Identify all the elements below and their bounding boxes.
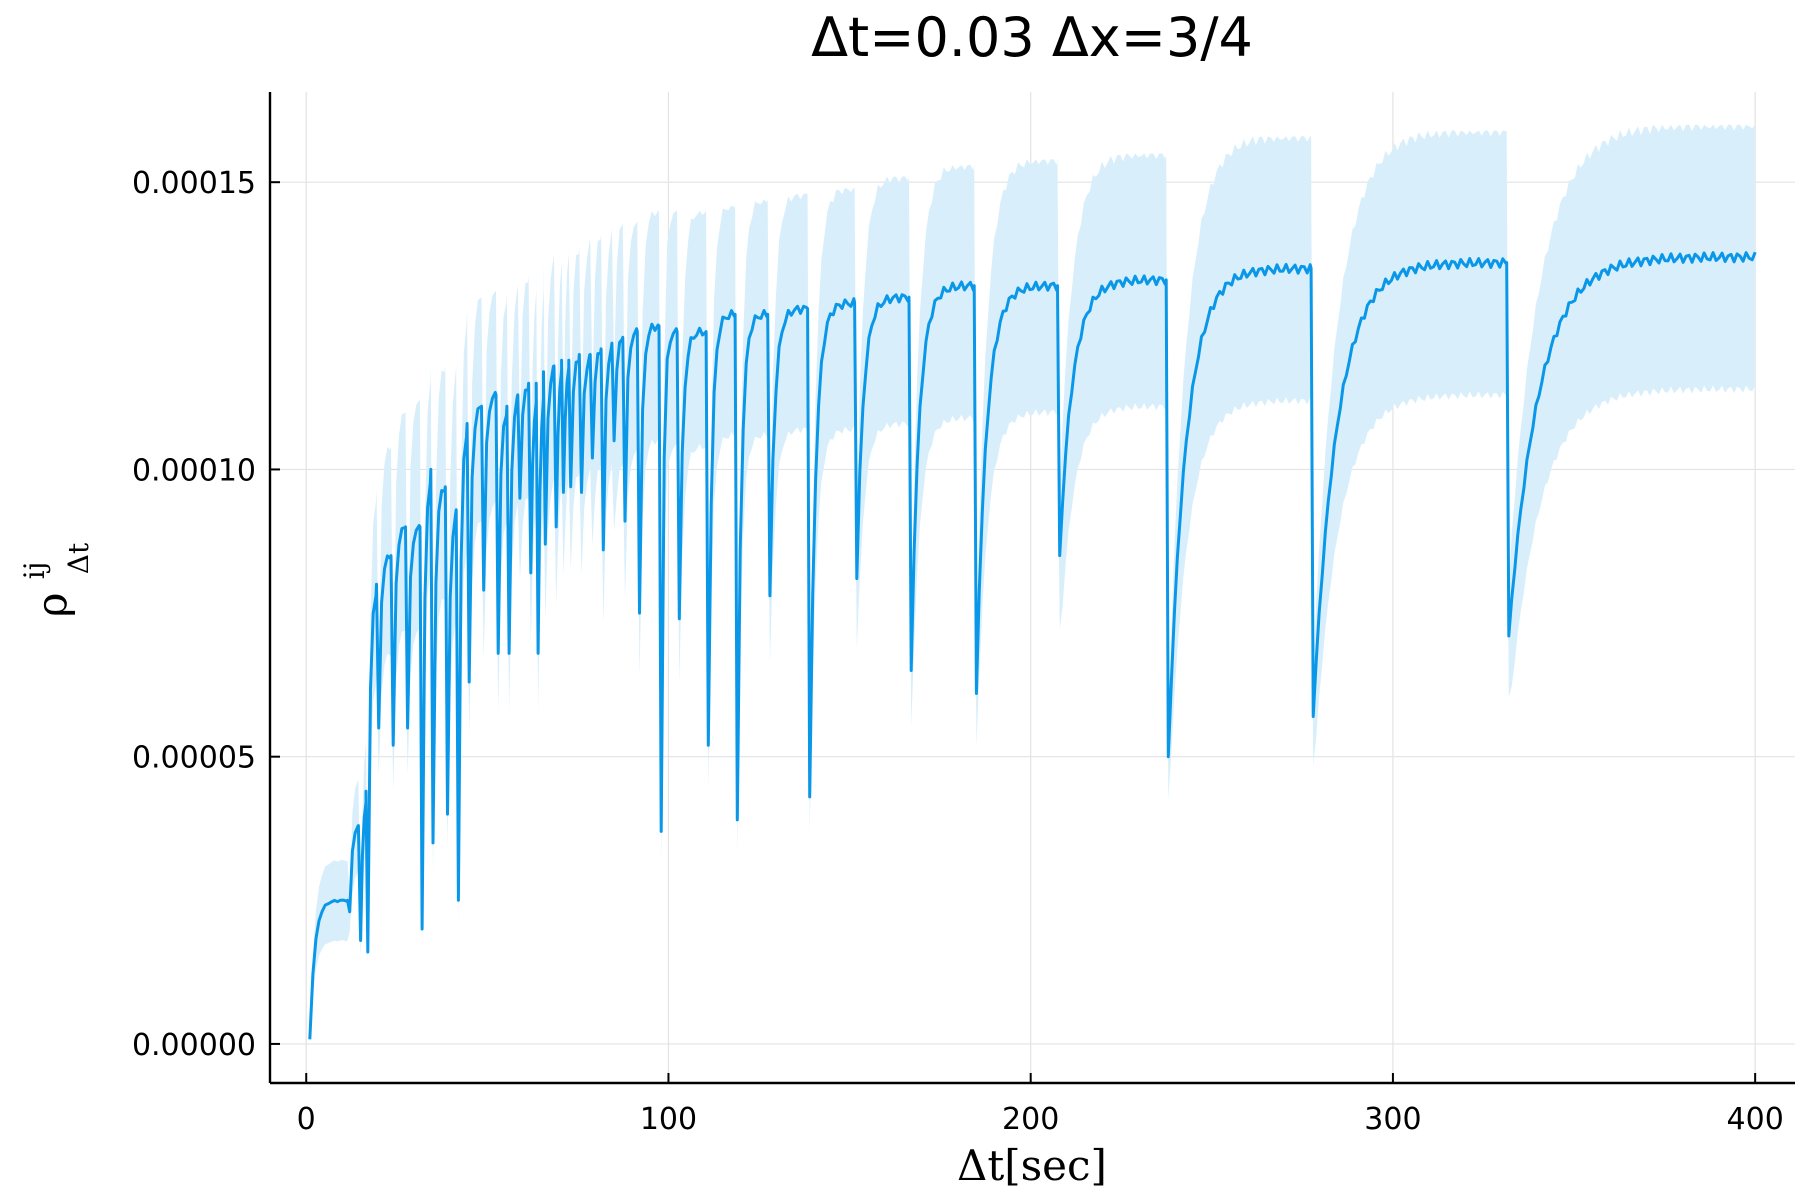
y-tick-label: 0.00005 [132,741,256,776]
y-axis-label-base: ρ [27,593,76,618]
y-axis-label-sup: ij [18,562,51,580]
x-tick-label: 100 [640,1102,697,1137]
x-tick-label: 300 [1364,1102,1421,1137]
y-tick-label: 0.00010 [132,453,256,488]
confidence-band [309,124,1756,1042]
x-axis-label: Δt[sec] [957,1141,1107,1190]
y-axis-label: ρ ij Δt [5,542,95,617]
y-ticks: 0.00000 0.00005 0.00010 0.00015 [132,166,280,1063]
y-tick-label: 0.00015 [132,166,256,201]
svg-text:ρ ij Δt: ρ ij Δt [5,542,95,617]
x-tick-label: 200 [1002,1102,1059,1137]
y-tick-label: 0.00000 [132,1028,256,1063]
y-axis-label-sub: Δt [62,542,95,574]
series-line [308,251,1757,1040]
x-tick-label: 400 [1727,1102,1784,1137]
x-tick-label: 0 [297,1102,316,1137]
chart-title: Δt=0.03 Δx=3/4 [811,6,1253,69]
x-ticks: 0 100 200 300 400 [297,1073,1784,1137]
